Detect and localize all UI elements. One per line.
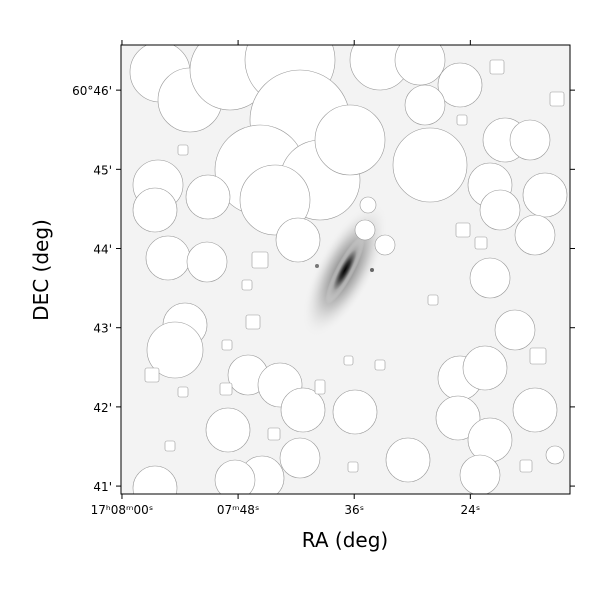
mask-region <box>205 407 251 453</box>
x-tick-label: 36ˢ <box>344 503 364 517</box>
y-tick-label: 42' <box>93 401 112 415</box>
x-tick-label: 24ˢ <box>460 503 480 517</box>
mask-region <box>374 359 386 371</box>
mask-region <box>314 104 386 176</box>
mask-region <box>467 417 513 463</box>
mask-region <box>456 114 468 126</box>
mask-region <box>144 367 160 383</box>
mask-region <box>279 437 321 479</box>
mask-region <box>219 382 233 396</box>
mask-region <box>489 59 505 75</box>
mask-region <box>462 345 508 391</box>
mask-region <box>514 214 556 256</box>
mask-region <box>164 440 176 452</box>
mask-region <box>427 294 439 306</box>
mask-region <box>145 235 191 281</box>
mask-region <box>404 84 446 126</box>
mask-region <box>474 236 488 250</box>
mask-region <box>239 164 311 236</box>
mask-region <box>479 189 521 231</box>
y-tick-label: 44' <box>93 243 112 257</box>
mask-region <box>347 461 359 473</box>
mask-region <box>374 234 396 256</box>
mask-region <box>132 187 178 233</box>
mask-region <box>512 387 558 433</box>
mask-region <box>529 347 547 365</box>
mask-region <box>549 91 565 107</box>
y-tick-label: 60°46' <box>72 84 112 98</box>
mask-region <box>275 217 321 263</box>
mask-region <box>519 459 533 473</box>
mask-region <box>177 144 189 156</box>
y-tick-label: 41' <box>93 480 112 494</box>
x-tick-label: 17ʰ08ᵐ00ˢ <box>91 503 154 517</box>
mask-region <box>522 172 568 218</box>
mask-region <box>251 251 269 269</box>
mask-region <box>459 454 501 494</box>
x-tick-label: 07ᵐ48ˢ <box>217 503 260 517</box>
mask-region <box>437 62 483 108</box>
y-tick-label: 43' <box>93 322 112 336</box>
mask-region <box>354 219 376 241</box>
mask-region <box>392 127 468 203</box>
y-axis-label: DEC (deg) <box>29 219 53 321</box>
image <box>121 45 570 494</box>
mask-region <box>221 339 233 351</box>
mask-region <box>332 389 378 435</box>
mask-region <box>186 241 228 283</box>
mask-region <box>146 321 204 379</box>
mask-region <box>214 459 256 494</box>
y-tick-label: 45' <box>93 163 112 177</box>
mask-region <box>185 174 231 220</box>
x-axis-label: RA (deg) <box>302 528 388 552</box>
mask-region <box>509 119 551 161</box>
frame <box>120 44 571 495</box>
mask-region <box>469 257 511 299</box>
mask-region <box>455 222 471 238</box>
mask-region <box>343 355 354 366</box>
mask-region <box>435 395 481 441</box>
mask-region <box>494 309 536 351</box>
mask-region <box>241 279 253 291</box>
mask-region <box>132 465 178 494</box>
mask-region <box>177 386 189 398</box>
mask-region <box>314 379 326 395</box>
mask-region <box>545 445 565 465</box>
mask-region <box>394 45 446 86</box>
mask-region <box>267 427 281 441</box>
mask-region <box>385 437 431 483</box>
mask-region <box>245 314 261 330</box>
mask-region <box>280 387 326 433</box>
mask-region <box>359 196 377 214</box>
